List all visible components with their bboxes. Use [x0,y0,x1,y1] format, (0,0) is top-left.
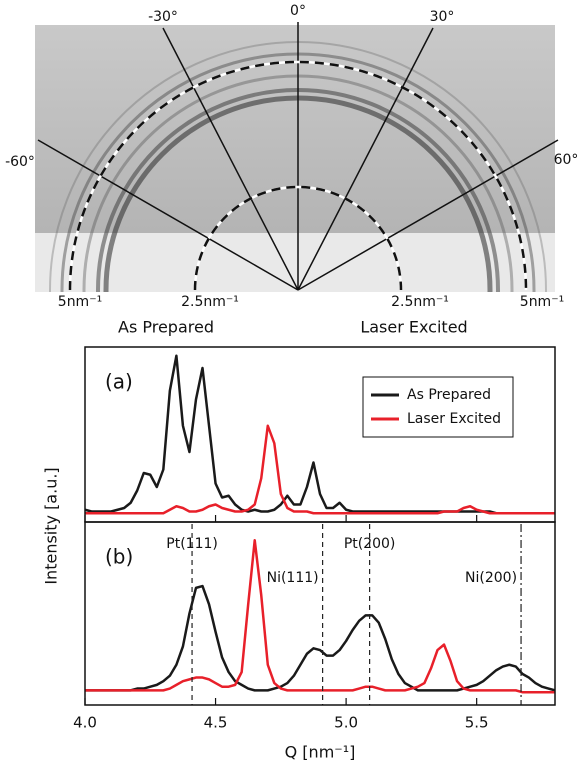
radius-label: 2.5nm⁻¹ [391,294,449,310]
radius-arcs [68,60,528,291]
angle-label: -30° [148,9,178,25]
series-line [85,424,555,515]
plot-frame [84,521,556,706]
angle-label: 60° [554,152,579,168]
x-tick-label: 4.5 [204,714,228,732]
x-tick-label: 5.0 [334,714,358,732]
radius-label: 5nm⁻¹ [520,294,564,310]
legend-label: Laser Excited [407,411,501,427]
half-label: Laser Excited [360,318,467,337]
reference-label: Pt(111) [166,536,218,552]
series-line [84,354,555,515]
detector-shadow [35,233,555,292]
legend-label: As Prepared [407,387,491,403]
x-tick-label: 5.5 [465,714,489,732]
angle-label: 30° [430,9,455,25]
x-axis-label: Q [nm⁻¹] [285,743,356,762]
angle-label: -60° [5,154,35,170]
series-line [85,539,555,694]
angle-lines [37,22,559,291]
angle-label: 0° [290,3,306,19]
radius-label: 2.5nm⁻¹ [181,294,239,310]
diffraction-image: -60° -30° 0° 30° 60° 5nm⁻¹ 2.5nm⁻¹ 2.5nm… [5,3,579,337]
reference-label: Pt(200) [344,536,396,552]
series-line [85,584,556,692]
y-axis-label: Intensity [a.u.] [42,467,61,584]
reference-label: Ni(200) [465,570,517,586]
legend-box [362,376,514,438]
x-tick-label: 4.0 [73,714,97,732]
half-label: As Prepared [118,318,214,337]
reference-label: Ni(111) [267,570,319,586]
panel-label: (b) [105,545,133,569]
panel-label: (a) [105,370,133,394]
radius-label: 5nm⁻¹ [58,294,102,310]
